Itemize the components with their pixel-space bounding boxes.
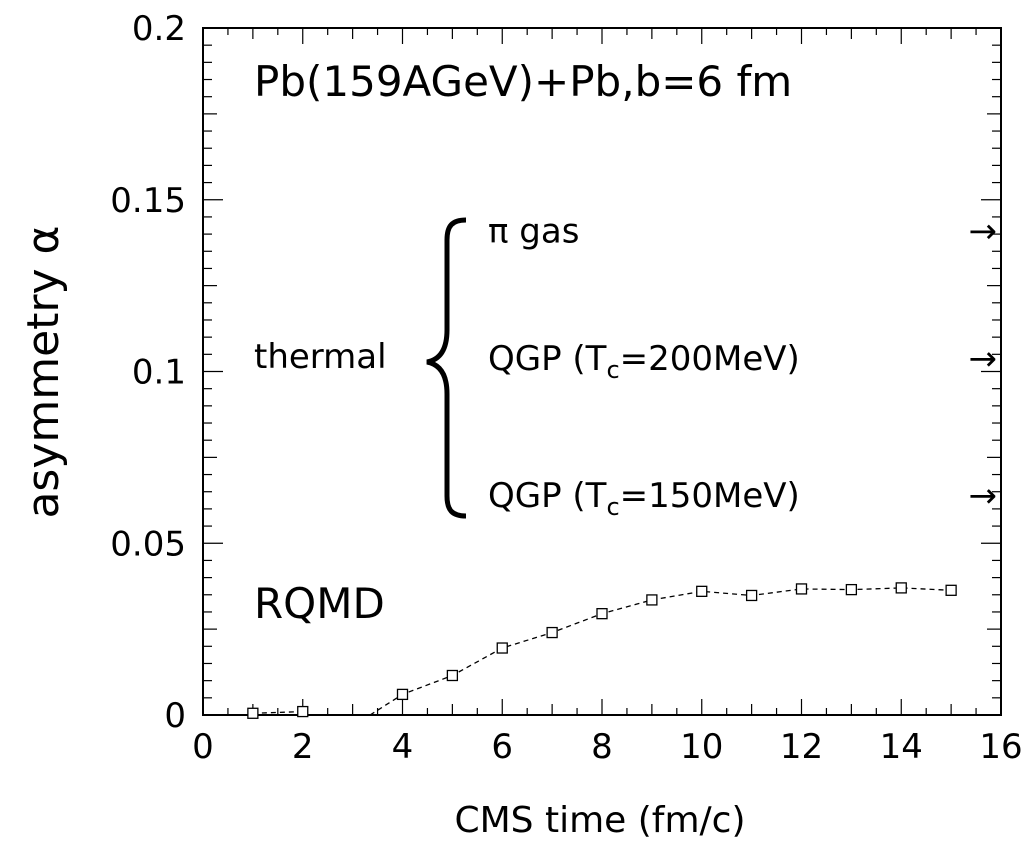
x-tick-label: 16 [979,727,1022,767]
axis-ticks [202,27,1002,716]
data-point-square [396,688,409,701]
x-tick-label: 14 [880,727,923,767]
x-tick-labels: 0 2 4 6 8 10 12 14 16 [192,727,1022,767]
y-tick-labels: 0 0.05 0.1 0.15 0.2 [110,9,186,736]
x-tick-label: 10 [680,727,723,767]
data-point-square [696,585,708,597]
x-tick-label: 8 [591,727,613,767]
series-group [247,582,957,719]
thermal-arrow-icon: → [969,476,998,516]
x-axis-label: CMS time (fm/c) [454,800,745,841]
data-point-square [247,707,259,719]
x-tick-label: 2 [292,727,314,767]
data-point-square [845,583,858,596]
y-tick-label: 0.05 [110,524,186,564]
x-tick-label: 12 [780,727,823,767]
data-point-square [945,584,957,596]
data-point-square [496,642,508,654]
thermal-brace [426,217,467,519]
thermal-arrow-icon: → [969,339,998,379]
data-point-square [646,594,658,606]
y-tick-label: 0.2 [132,9,186,49]
data-point-square [297,705,309,718]
rqmd-label: RQMD [254,579,385,628]
y-axis-label: asymmetry α [18,225,69,518]
x-tick-label: 0 [192,727,214,767]
thermal-items: π gas → QGP (Tc=200MeV) → QGP (Tc=150MeV) → [488,212,997,521]
thermal-item-label: π gas [488,212,579,252]
chart-title: Pb(159AGeV)+Pb,b=6 fm [254,57,792,106]
thermal-label: thermal [254,337,387,377]
data-point-square [745,589,758,602]
data-point-square [596,608,608,620]
thermal-item-label: QGP (Tc=200MeV) [488,339,800,384]
data-point-square [546,626,558,639]
data-point-square [446,669,459,682]
x-tick-label: 4 [392,727,414,767]
thermal-arrow-icon: → [969,212,998,252]
y-tick-label: 0 [164,696,186,736]
data-point-square [795,583,808,595]
x-tick-label: 6 [491,727,513,767]
y-tick-label: 0.1 [132,353,186,393]
thermal-item-label: QGP (Tc=150MeV) [488,476,800,521]
data-point-square [895,582,907,594]
y-tick-label: 0.15 [110,181,186,221]
